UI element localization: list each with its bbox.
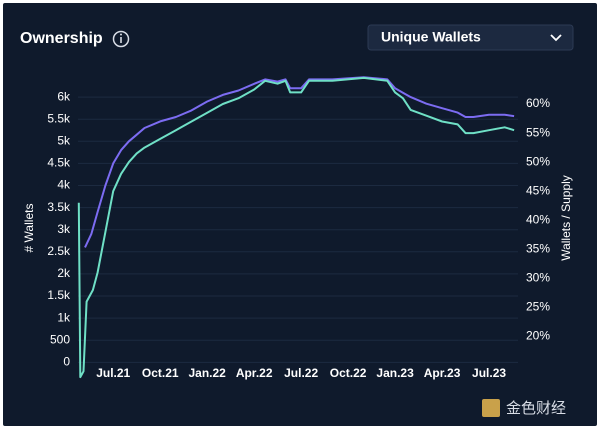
watermark: 金色财经 bbox=[506, 400, 566, 417]
y-tick-label: 2k bbox=[57, 266, 71, 280]
y-tick-label: 5k bbox=[57, 133, 71, 147]
series-line bbox=[84, 76, 515, 248]
watermark-logo bbox=[482, 399, 500, 417]
y2-axis-label: Wallets / Supply bbox=[559, 175, 573, 261]
y2-tick-label: 50% bbox=[526, 154, 550, 168]
y2-tick-label: 30% bbox=[526, 271, 550, 285]
y-tick-label: 0 bbox=[63, 354, 70, 368]
y-tick-label: 3k bbox=[57, 222, 71, 236]
dropdown-label: Unique Wallets bbox=[381, 29, 481, 45]
x-tick-label: Oct.22 bbox=[330, 366, 367, 380]
x-tick-label: Jul.22 bbox=[284, 366, 318, 380]
y-tick-label: 4.5k bbox=[47, 156, 71, 170]
y-tick-label: 1.5k bbox=[47, 288, 71, 302]
y2-tick-label: 35% bbox=[526, 241, 550, 255]
y-axis-label: # Wallets bbox=[22, 204, 36, 253]
y-tick-label: 4k bbox=[57, 178, 71, 192]
x-tick-label: Apr.23 bbox=[424, 366, 461, 380]
x-tick-label: Jul.21 bbox=[96, 366, 130, 380]
y-tick-label: 6k bbox=[57, 89, 71, 103]
panel bbox=[3, 3, 597, 426]
series-line bbox=[77, 76, 515, 379]
dropdown[interactable] bbox=[367, 24, 574, 51]
y-tick-label: 1k bbox=[57, 310, 71, 324]
info-icon[interactable] bbox=[112, 30, 130, 48]
y2-tick-label: 40% bbox=[526, 212, 550, 226]
x-tick-label: Jan.23 bbox=[376, 366, 414, 380]
x-tick-label: Jan.22 bbox=[189, 366, 227, 380]
x-tick-label: Oct.21 bbox=[142, 366, 179, 380]
y2-tick-label: 45% bbox=[526, 183, 550, 197]
y2-tick-label: 20% bbox=[526, 329, 550, 343]
dropdown-chevron bbox=[550, 34, 562, 42]
y2-tick-label: 25% bbox=[526, 300, 550, 314]
x-tick-label: Apr.22 bbox=[236, 366, 273, 380]
y-tick-label: 3.5k bbox=[47, 200, 71, 214]
title: Ownership bbox=[20, 30, 103, 47]
y-tick-label: 500 bbox=[50, 332, 70, 346]
y-tick-label: 2.5k bbox=[47, 244, 71, 258]
y2-tick-label: 55% bbox=[526, 125, 550, 139]
y-tick-label: 5.5k bbox=[47, 111, 71, 125]
info-icon-dot bbox=[120, 33, 122, 36]
x-tick-label: Jul.23 bbox=[472, 366, 506, 380]
y2-tick-label: 60% bbox=[526, 96, 550, 110]
